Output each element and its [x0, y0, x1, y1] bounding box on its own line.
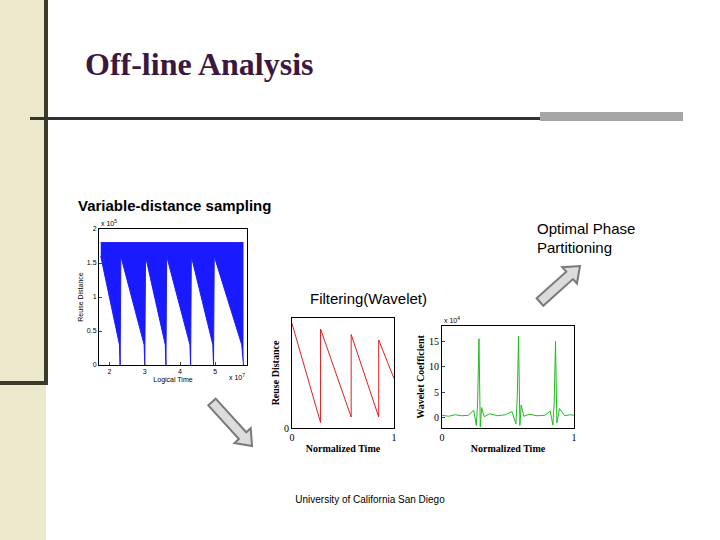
svg-text:5: 5: [434, 387, 439, 398]
svg-text:2: 2: [93, 225, 97, 232]
html-text:Optimal Phase: Optimal Phase: [537, 220, 636, 237]
svg-text:1.5: 1.5: [87, 259, 97, 266]
svg-text:x 10​5​: x 10​5​: [101, 219, 117, 227]
svg-text:Normalized Time: Normalized Time: [306, 443, 381, 454]
svg-text:0: 0: [284, 423, 289, 434]
svg-text:10: 10: [429, 361, 439, 372]
svg-text:x 10​4​: x 10​4​: [444, 316, 460, 324]
svg-text:Reuse Distance: Reuse Distance: [77, 272, 84, 322]
svg-text:5: 5: [213, 368, 217, 375]
html-text:Partitioning: Partitioning: [537, 239, 612, 256]
svg-text:15: 15: [429, 336, 439, 347]
svg-text:Wavelet Coefficient: Wavelet Coefficient: [415, 335, 426, 419]
svg-text:1: 1: [392, 432, 397, 443]
svg-text:x 10​7​: x 10​7​: [229, 373, 245, 381]
svg-text:Reuse Distance: Reuse Distance: [270, 340, 281, 405]
html-text:Off-line Analysis: Off-line Analysis: [85, 46, 314, 82]
svg-text:0.5: 0.5: [87, 327, 97, 334]
svg-text:0: 0: [93, 361, 97, 368]
svg-text:0: 0: [440, 432, 445, 443]
svg-text:0: 0: [434, 412, 439, 423]
html-text:Variable-distance sampling: Variable-distance sampling: [78, 197, 272, 214]
svg-text:3: 3: [143, 368, 147, 375]
svg-text:Normalized Time: Normalized Time: [471, 443, 546, 454]
svg-text:1: 1: [93, 293, 97, 300]
svg-text:4: 4: [178, 368, 182, 375]
svg-text:1: 1: [572, 432, 577, 443]
svg-text:0: 0: [290, 432, 295, 443]
html-text:University of California San D: University of California San Diego: [295, 494, 445, 505]
html-text:Filtering(Wavelet): Filtering(Wavelet): [310, 290, 427, 307]
svg-text:2: 2: [108, 368, 112, 375]
svg-text:Logical Time: Logical Time: [153, 376, 192, 384]
